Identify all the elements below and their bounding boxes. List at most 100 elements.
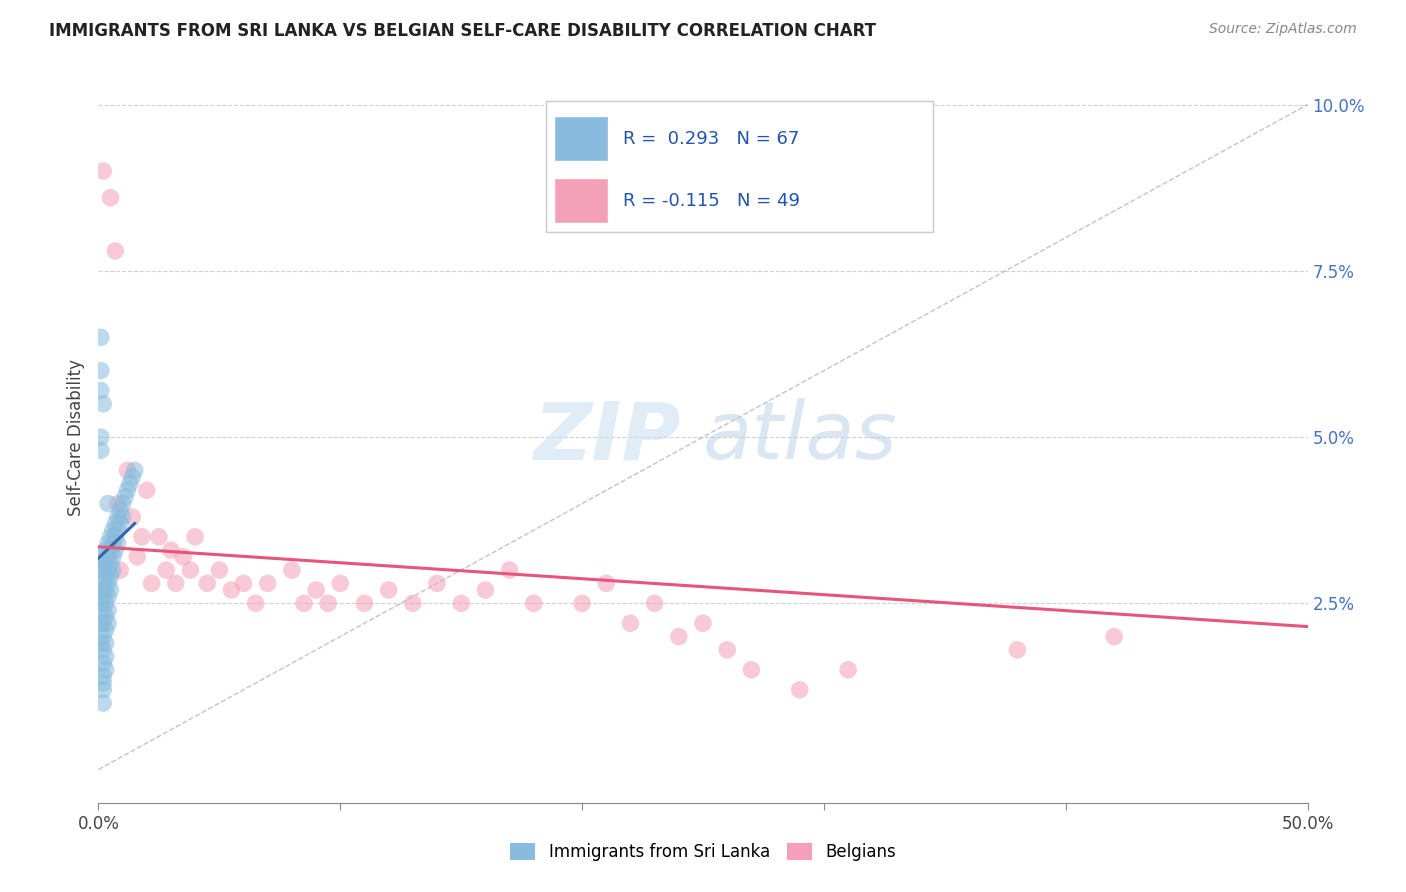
- Point: [450, 596, 472, 610]
- Point: [108, 503, 131, 517]
- Point: [94, 649, 117, 664]
- Point: [91, 164, 114, 178]
- Point: [377, 582, 399, 597]
- Point: [91, 682, 114, 697]
- Point: [90, 363, 112, 377]
- Point: [114, 490, 136, 504]
- Point: [245, 596, 267, 610]
- Point: [111, 509, 134, 524]
- Point: [100, 570, 122, 584]
- Point: [108, 563, 131, 577]
- Y-axis label: Self-Care Disability: Self-Care Disability: [66, 359, 84, 516]
- Point: [716, 643, 738, 657]
- Point: [91, 563, 114, 577]
- Point: [107, 536, 129, 550]
- Point: [90, 430, 112, 444]
- Point: [100, 191, 122, 205]
- Point: [107, 497, 129, 511]
- Text: IMMIGRANTS FROM SRI LANKA VS BELGIAN SELF-CARE DISABILITY CORRELATION CHART: IMMIGRANTS FROM SRI LANKA VS BELGIAN SEL…: [49, 22, 876, 40]
- Point: [426, 576, 449, 591]
- Point: [107, 509, 129, 524]
- Point: [90, 443, 112, 458]
- Point: [107, 523, 129, 537]
- Point: [117, 483, 139, 498]
- Point: [87, 549, 110, 564]
- Point: [94, 623, 117, 637]
- Point: [97, 603, 120, 617]
- Point: [118, 476, 141, 491]
- Point: [1007, 643, 1029, 657]
- Point: [172, 549, 194, 564]
- Point: [90, 563, 112, 577]
- Point: [97, 549, 120, 564]
- Point: [97, 576, 120, 591]
- Point: [100, 582, 122, 597]
- Point: [91, 557, 114, 571]
- Point: [644, 596, 666, 610]
- Point: [104, 530, 127, 544]
- Point: [91, 630, 114, 644]
- Point: [94, 570, 117, 584]
- Point: [91, 397, 114, 411]
- Point: [523, 596, 546, 610]
- Point: [97, 497, 120, 511]
- Point: [131, 530, 153, 544]
- Point: [90, 596, 112, 610]
- Point: [100, 557, 122, 571]
- Point: [353, 596, 375, 610]
- Point: [104, 543, 127, 558]
- Point: [91, 576, 114, 591]
- Point: [94, 609, 117, 624]
- Point: [668, 630, 690, 644]
- Point: [104, 516, 127, 531]
- Point: [789, 682, 811, 697]
- Text: Source: ZipAtlas.com: Source: ZipAtlas.com: [1209, 22, 1357, 37]
- Point: [160, 543, 183, 558]
- Point: [90, 384, 112, 398]
- Point: [90, 330, 112, 344]
- Point: [141, 576, 163, 591]
- Point: [97, 616, 120, 631]
- Point: [117, 463, 139, 477]
- Point: [91, 669, 114, 683]
- Point: [619, 616, 641, 631]
- Point: [121, 470, 143, 484]
- Point: [97, 590, 120, 604]
- Point: [124, 463, 146, 477]
- Text: ZIP: ZIP: [533, 398, 681, 476]
- Point: [474, 582, 496, 597]
- Point: [91, 696, 114, 710]
- Point: [329, 576, 352, 591]
- Point: [121, 509, 143, 524]
- Point: [91, 643, 114, 657]
- Point: [101, 549, 124, 564]
- Point: [91, 590, 114, 604]
- Point: [571, 596, 593, 610]
- Point: [316, 596, 339, 610]
- Point: [94, 543, 117, 558]
- Point: [179, 563, 201, 577]
- Point: [91, 603, 114, 617]
- Point: [292, 596, 315, 610]
- Point: [595, 576, 617, 591]
- Point: [692, 616, 714, 631]
- Point: [90, 582, 112, 597]
- Point: [101, 563, 124, 577]
- Point: [91, 656, 114, 670]
- Point: [100, 530, 122, 544]
- Point: [1102, 630, 1125, 644]
- Point: [97, 536, 120, 550]
- Point: [111, 497, 134, 511]
- Point: [740, 663, 762, 677]
- Point: [94, 557, 117, 571]
- Point: [94, 663, 117, 677]
- Point: [837, 663, 859, 677]
- Point: [281, 563, 304, 577]
- Legend: Immigrants from Sri Lanka, Belgians: Immigrants from Sri Lanka, Belgians: [503, 836, 903, 868]
- Point: [127, 549, 149, 564]
- Point: [104, 244, 127, 258]
- Point: [155, 563, 177, 577]
- Point: [221, 582, 243, 597]
- Point: [135, 483, 157, 498]
- Point: [208, 563, 231, 577]
